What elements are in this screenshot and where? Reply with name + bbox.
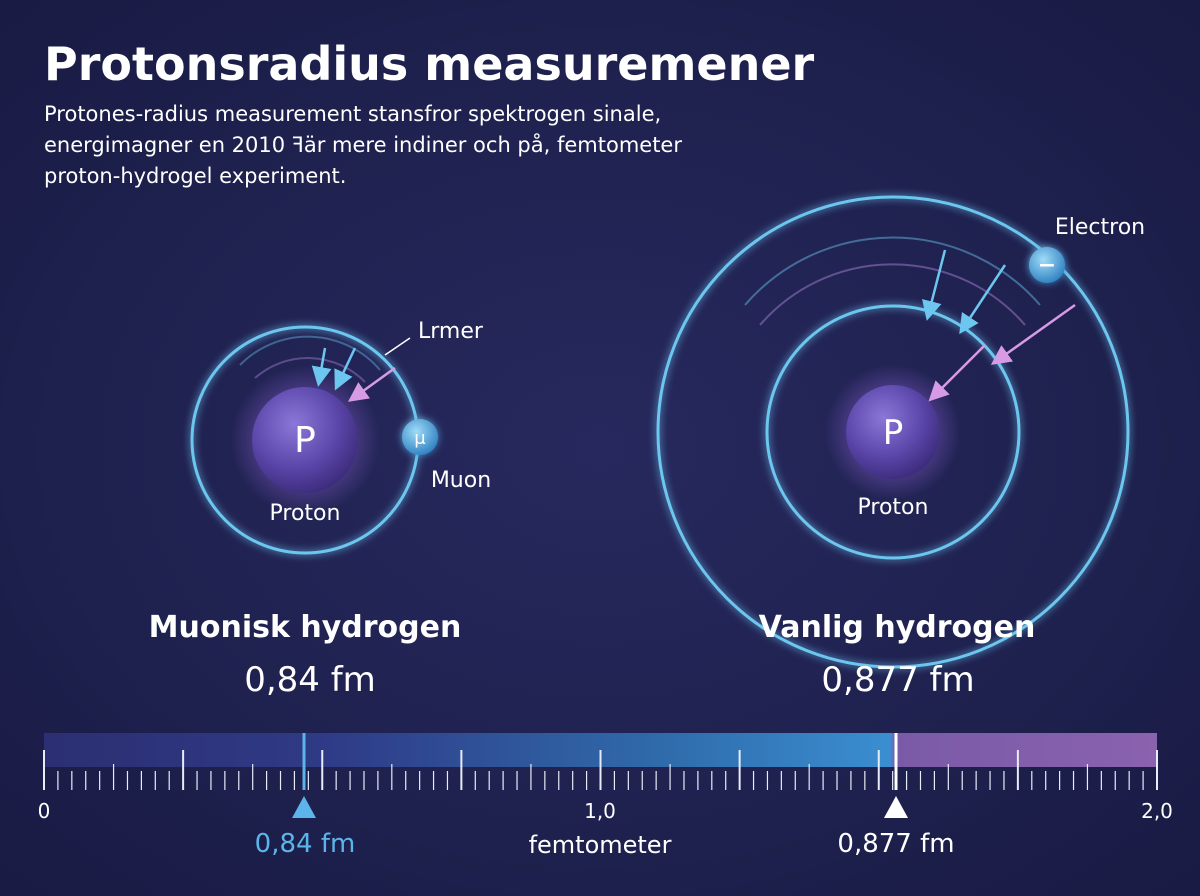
nucleus-label: Proton (858, 495, 929, 520)
arrow (959, 264, 1007, 335)
atom-name: Muonisk hydrogen (149, 610, 462, 645)
leader-line (384, 337, 411, 356)
atom-radius: 0,877 fm (821, 660, 974, 700)
marker-triangle (884, 796, 908, 818)
subtitle-line: proton-hydrogel experiment. (44, 164, 346, 188)
marker-triangle (292, 796, 316, 818)
atom-name: Vanlig hydrogen (759, 610, 1036, 645)
atom-radius: 0,84 fm (244, 660, 376, 700)
scale: 0 1,0 2,0 0,84 fm femtometer 0,877 fm (38, 733, 1173, 859)
orbit-arc (759, 263, 1026, 326)
arrow (990, 303, 1076, 365)
proton (252, 387, 358, 493)
arrow (928, 344, 986, 402)
orbit (656, 195, 1130, 669)
scale-tick-label: 0 (38, 799, 51, 823)
title: Protonsradius measuremener (44, 37, 815, 91)
arrow (334, 347, 357, 391)
muon (402, 419, 438, 455)
marker-label: 0,84 fm (255, 829, 356, 859)
particle-label: Muon (431, 468, 491, 493)
arrow (311, 347, 332, 387)
proton (846, 385, 940, 479)
ordinary-atom: P Proton − Electron (656, 195, 1145, 669)
scale-tick-label: 2,0 (1141, 799, 1173, 823)
marker-label: 0,877 fm (837, 829, 954, 859)
particle-symbol: μ (414, 428, 426, 449)
subtitle-line: energimagner en 2010 ꟻär mere indiner oc… (44, 132, 682, 157)
nucleus-label: Proton (270, 501, 341, 526)
orbit (765, 304, 1021, 560)
scale-unit: femtometer (529, 831, 672, 859)
subtitle-line: Protones-radius measurement stansfror sp… (44, 102, 661, 126)
electron (1029, 247, 1065, 283)
particle-label: Electron (1055, 215, 1145, 240)
scale-tick-label: 1,0 (584, 799, 616, 823)
orbit-arc (254, 357, 366, 383)
orbit-label: Lrmer (418, 319, 484, 344)
arrow (347, 366, 396, 402)
orbit-arc (744, 236, 1041, 306)
arrow (922, 249, 947, 321)
nucleus-symbol: P (883, 413, 904, 453)
nucleus-symbol: P (294, 420, 316, 461)
particle-symbol: − (1038, 253, 1056, 278)
muonic-atom: P Proton Lrmer μ Muon (190, 319, 491, 555)
orbit-arc (239, 335, 381, 371)
